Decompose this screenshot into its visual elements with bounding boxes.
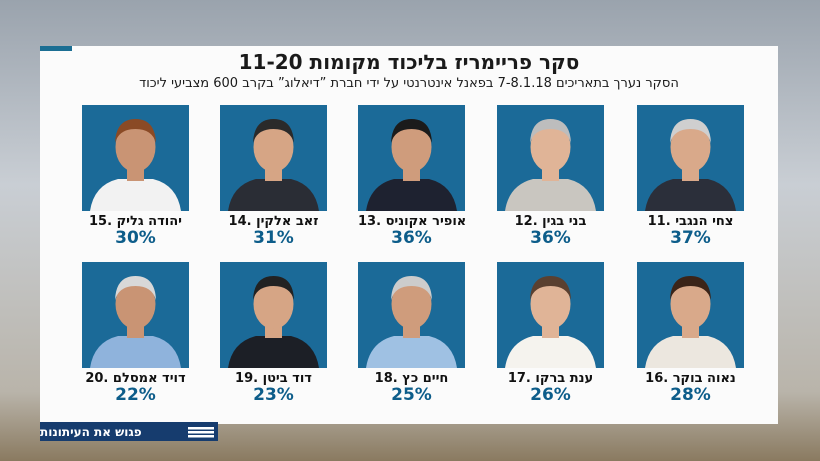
candidate-percent: 31% — [253, 228, 294, 248]
candidate-name: 11. צחי הנגבי — [647, 214, 734, 229]
candidate-card: 15. יהודה גליק 30% — [82, 105, 189, 248]
candidate-card: 20. דויד אמסלם 22% — [82, 262, 189, 405]
candidate-card: 18. חיים כץ 25% — [358, 262, 465, 405]
program-bar: פגוש את העיתונות — [40, 422, 218, 441]
program-name: פגוש את העיתונות — [40, 424, 142, 439]
candidate-photo — [220, 262, 327, 368]
candidate-name: 18. חיים כץ — [374, 371, 449, 386]
candidate-percent: 23% — [253, 385, 294, 405]
candidate-card: 11. צחי הנגבי 37% — [637, 105, 744, 248]
candidate-photo — [497, 105, 604, 211]
subtitle: הסקר נערך בתאריכים 7-8.1.18 בפאנל אינטרנ… — [139, 76, 679, 91]
candidate-card: 16. נאוה בוקר 28% — [637, 262, 744, 405]
candidate-name: 20. דויד אמסלם — [85, 371, 186, 386]
candidate-photo — [82, 262, 189, 368]
candidate-name: 13. אופיר אקוניס — [358, 214, 467, 229]
candidate-photo — [497, 262, 604, 368]
candidate-photo — [637, 262, 744, 368]
candidate-card: 19. דוד ביטן 23% — [220, 262, 327, 405]
candidate-photo — [82, 105, 189, 211]
candidate-name: 15. יהודה גליק — [89, 214, 182, 229]
candidate-name: 19. דוד ביטן — [235, 371, 312, 386]
candidate-percent: 28% — [670, 385, 711, 405]
candidate-percent: 22% — [115, 385, 156, 405]
program-logo — [188, 427, 214, 438]
candidate-photo — [637, 105, 744, 211]
candidate-percent: 25% — [391, 385, 432, 405]
accent-bar — [40, 46, 72, 51]
candidate-percent: 36% — [391, 228, 432, 248]
candidate-percent: 37% — [670, 228, 711, 248]
candidate-card: 14. זאב אלקין 31% — [220, 105, 327, 248]
candidate-card: 12. בני בגין 36% — [497, 105, 604, 248]
candidate-card: 17. ענת ברקו 26% — [497, 262, 604, 405]
candidate-photo — [358, 262, 465, 368]
candidate-photo — [220, 105, 327, 211]
candidate-name: 12. בני בגין — [514, 214, 587, 229]
candidate-percent: 26% — [530, 385, 571, 405]
candidate-card: 13. אופיר אקוניס 36% — [358, 105, 467, 248]
candidate-name: 16. נאוה בוקר — [645, 371, 736, 386]
title: סקר פריימריז בליכוד מקומות 11-20 — [238, 50, 580, 74]
candidate-percent: 30% — [115, 228, 156, 248]
candidate-photo — [358, 105, 465, 211]
candidate-name: 17. ענת ברקו — [507, 371, 594, 386]
candidate-name: 14. זאב אלקין — [228, 214, 319, 229]
candidate-percent: 36% — [530, 228, 571, 248]
